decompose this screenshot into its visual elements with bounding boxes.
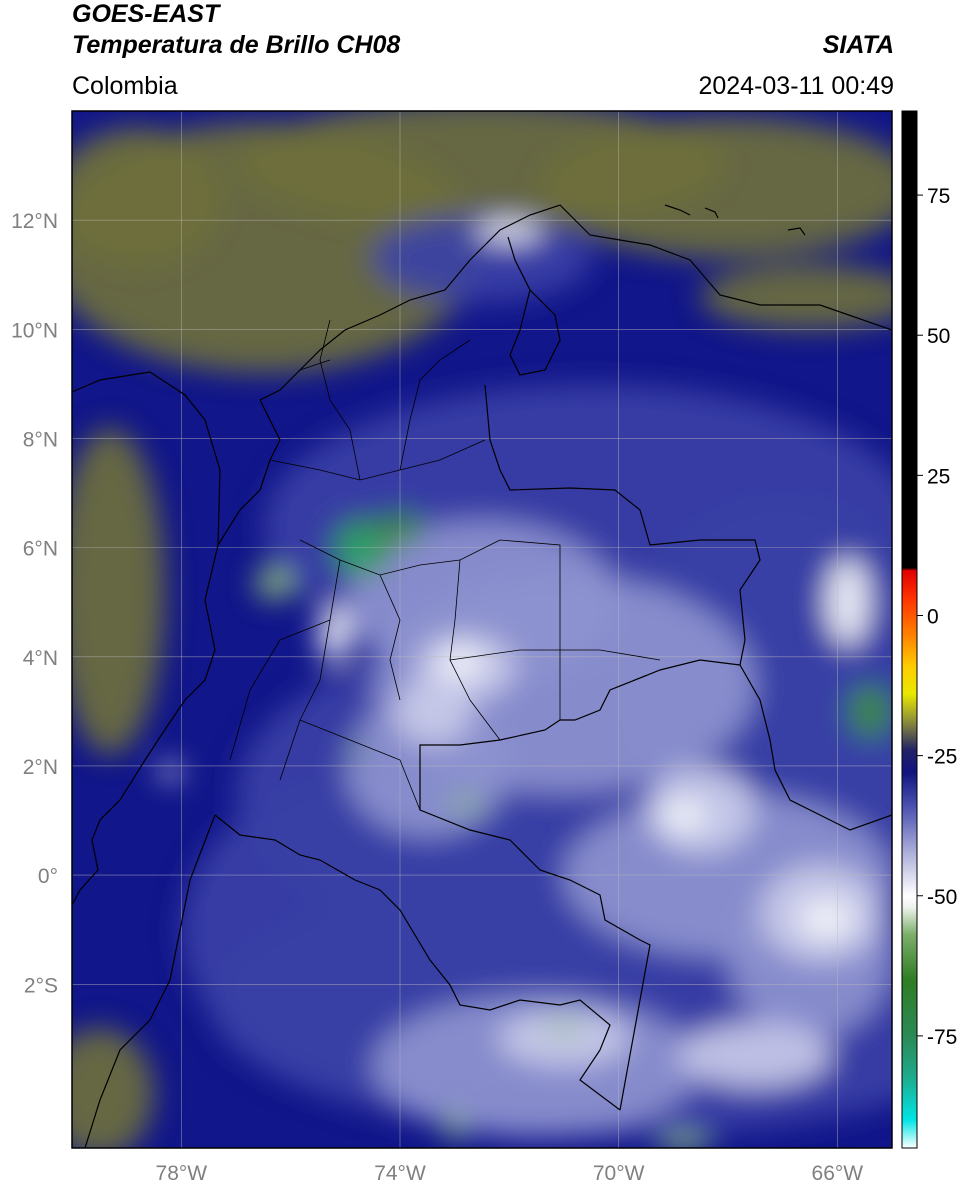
subtitle-region: Colombia <box>72 72 178 100</box>
island-bonaire <box>787 227 806 236</box>
lon-tick-label: 66°W <box>812 1162 864 1185</box>
field-patch-light <box>345 520 619 685</box>
title-satellite: GOES-EAST <box>72 0 220 28</box>
field-patch-white <box>438 645 482 679</box>
field-patch-green_light <box>542 1022 586 1034</box>
field-patch-white <box>476 220 543 242</box>
field-patch-warm <box>700 263 892 330</box>
field-patch-warm <box>72 427 165 755</box>
brightness-field <box>72 111 892 1148</box>
field-patch-white <box>159 763 182 780</box>
lon-tick-label: 78°W <box>156 1162 208 1185</box>
lon-tick-label: 74°W <box>374 1162 426 1185</box>
coastline-caribbean <box>259 204 892 401</box>
field-patch-green_light <box>255 566 294 600</box>
colorbar-tick-label: 25 <box>927 465 950 488</box>
field-patch-green <box>848 684 892 739</box>
colorbar-tick-label: 75 <box>927 185 950 208</box>
border-colombia-brazil <box>419 659 741 1111</box>
field-patch-pale <box>498 1011 630 1067</box>
lon-axis: 78°W 74°W 70°W 66°W <box>156 1162 864 1185</box>
border-ecuador-peru <box>84 814 216 1148</box>
lat-tick-label: 4°N <box>23 647 58 670</box>
field-patch-white <box>318 607 351 663</box>
field-patch-white <box>662 798 707 832</box>
title-agency: SIATA <box>822 31 894 59</box>
timestamp: 2024-03-11 00:49 <box>698 72 894 100</box>
lat-tick-label: 2°N <box>23 756 58 779</box>
country-borders <box>72 204 892 1148</box>
colorbar-tick-label: 50 <box>927 325 950 348</box>
lon-tick-label: 70°W <box>593 1162 645 1185</box>
lat-axis: 12°N 10°N 8°N 6°N 4°N 2°N 0° 2°S <box>11 210 58 997</box>
colorbar-tick-label: -75 <box>927 1026 957 1049</box>
field-patch-warm <box>72 1027 154 1148</box>
map-frame <box>71 110 893 1149</box>
field-patch-green_light <box>656 1134 712 1148</box>
field-patch-warm <box>536 116 892 259</box>
colorbar-tick-label: -25 <box>927 746 957 769</box>
title-product: Temperatura de Brillo CH08 <box>72 31 401 59</box>
colorbar-tick-label: 0 <box>927 605 939 628</box>
border-colombia-peru <box>214 814 621 1111</box>
field-patch-white <box>799 899 854 938</box>
field-patch-warm <box>72 127 226 270</box>
field-patch-green <box>349 741 363 758</box>
colorbar-tick-label: -50 <box>927 886 957 909</box>
dept-boundaries <box>229 319 661 811</box>
field-patch-teal <box>339 528 379 573</box>
field-patch-white <box>826 558 871 646</box>
island-curacao <box>704 207 719 219</box>
lat-tick-label: 0° <box>38 865 58 888</box>
lat-lon-grid <box>72 111 892 1148</box>
lat-tick-label: 10°N <box>11 319 58 342</box>
field-patch-green_light <box>446 797 485 811</box>
coastline-pacific <box>72 371 221 906</box>
lat-tick-label: 6°N <box>23 538 58 561</box>
border-venezuela-brazil <box>739 664 892 831</box>
lat-tick-label: 8°N <box>23 428 58 451</box>
island-aruba <box>664 204 691 216</box>
colorbar-bar <box>901 110 918 1149</box>
field-patch-pale <box>394 678 472 745</box>
field-patch-pale <box>678 1022 832 1088</box>
border-colombia-venezuela <box>484 236 761 666</box>
colorbar: 75 50 25 0 -25 -50 -75 <box>901 110 957 1149</box>
lat-tick-label: 12°N <box>11 210 58 233</box>
lat-tick-label: 2°S <box>24 974 58 997</box>
field-patch-green_light <box>446 1109 463 1143</box>
